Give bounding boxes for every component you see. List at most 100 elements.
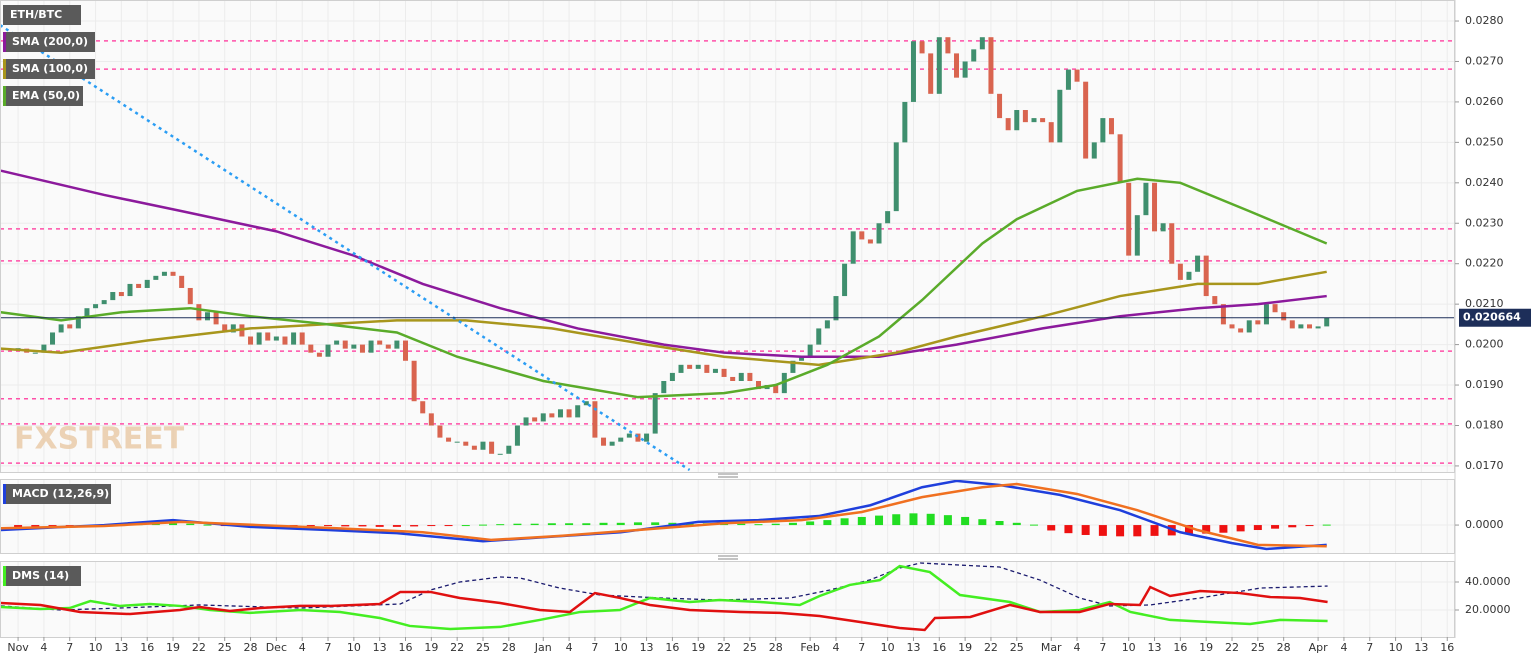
y-tick-label: 0.0170 <box>1465 459 1504 472</box>
x-tick-label: 13 <box>906 641 920 654</box>
x-tick-label: 4 <box>40 641 47 654</box>
x-tick-label: 19 <box>1199 641 1213 654</box>
candle <box>136 283 142 288</box>
candle <box>747 372 753 381</box>
candle <box>93 304 99 309</box>
histogram-bar <box>1081 525 1090 535</box>
histogram-bar <box>788 522 797 526</box>
candle <box>962 61 968 78</box>
candle <box>385 344 391 349</box>
x-tick-label: 16 <box>665 641 679 654</box>
legend-box <box>3 566 81 586</box>
candle <box>609 441 615 446</box>
candle <box>1022 110 1028 123</box>
histogram-bar <box>392 525 401 527</box>
legend-swatch <box>3 59 6 79</box>
y-tick-label: 0.0280 <box>1465 14 1504 27</box>
candle <box>204 312 210 321</box>
histogram-bar <box>857 516 866 526</box>
candle <box>222 324 228 333</box>
x-tick-label: Mar <box>1041 641 1062 654</box>
candle <box>316 352 322 357</box>
candle <box>265 332 271 341</box>
candle <box>893 142 899 212</box>
x-tick-label: 16 <box>932 641 946 654</box>
x-tick-label: 25 <box>1251 641 1265 654</box>
candle <box>187 287 193 305</box>
x-tick-label: 10 <box>1389 641 1403 654</box>
histogram-bar <box>978 519 987 526</box>
x-tick-label: 10 <box>1122 641 1136 654</box>
x-tick-label: 22 <box>450 641 464 654</box>
candle <box>179 275 185 288</box>
legend-swatch <box>3 32 6 52</box>
legend-label: EMA (50,0) <box>12 89 80 102</box>
candle <box>411 360 417 402</box>
histogram-bar <box>737 523 746 526</box>
candle <box>1048 122 1054 143</box>
histogram-bar <box>1012 522 1021 526</box>
x-tick-label: 13 <box>114 641 128 654</box>
histogram-bar <box>1202 525 1211 534</box>
candle <box>32 352 38 354</box>
y-tick-label: 0.0220 <box>1465 257 1504 270</box>
legend-label: SMA (200,0) <box>12 35 88 48</box>
histogram-bar <box>496 524 505 526</box>
candle <box>1212 296 1218 305</box>
candle <box>601 437 607 446</box>
candle <box>1134 215 1140 256</box>
x-tick-label: 22 <box>984 641 998 654</box>
candle <box>282 336 288 345</box>
candle <box>988 37 994 94</box>
candle <box>1246 320 1252 333</box>
x-tick-label: 7 <box>858 641 865 654</box>
candle <box>118 292 124 297</box>
mark-layer <box>0 24 1455 632</box>
histogram-bar <box>668 522 677 526</box>
histogram-bar <box>771 523 780 526</box>
histogram-bar <box>926 513 935 526</box>
histogram-bar <box>375 525 384 527</box>
candle <box>919 41 925 54</box>
candle <box>58 324 64 333</box>
histogram-bar <box>651 522 660 526</box>
histogram-bar <box>582 523 591 526</box>
x-tick-label: 16 <box>140 641 154 654</box>
indicator-line <box>0 479 1327 551</box>
candle <box>1100 118 1106 143</box>
y-tick-label: 0.0200 <box>1465 338 1504 351</box>
candle <box>549 413 555 418</box>
candle <box>1324 317 1330 327</box>
candle <box>308 344 314 353</box>
candle <box>669 372 675 381</box>
histogram-bar <box>1029 524 1038 526</box>
legend: ETH/BTC SMA (200,0) SMA (100,0) EMA (50,… <box>3 5 111 586</box>
x-tick-label: 28 <box>769 641 783 654</box>
candle <box>480 441 486 450</box>
candle <box>1272 304 1278 313</box>
x-tick-label: 4 <box>1340 641 1347 654</box>
candle <box>1203 255 1209 297</box>
y-tick-label: 0.0180 <box>1465 418 1504 431</box>
candle <box>437 425 443 438</box>
candle <box>842 263 848 297</box>
candle <box>945 37 951 54</box>
candle <box>738 372 744 381</box>
candle <box>1108 118 1114 135</box>
candle <box>248 336 254 345</box>
candle <box>1065 69 1071 90</box>
candle <box>566 409 572 418</box>
candle <box>144 279 150 288</box>
histogram-bar <box>1271 525 1280 529</box>
histogram-bar <box>358 525 367 527</box>
candle <box>50 332 56 345</box>
histogram-bar <box>341 525 350 527</box>
y-tick-label: 40.0000 <box>1465 575 1511 588</box>
candle <box>816 328 822 345</box>
histogram-bar <box>599 522 608 526</box>
legend-label: SMA (100,0) <box>12 62 88 75</box>
candle <box>446 437 452 442</box>
x-tick-label: Apr <box>1309 641 1329 654</box>
candle <box>807 344 813 357</box>
